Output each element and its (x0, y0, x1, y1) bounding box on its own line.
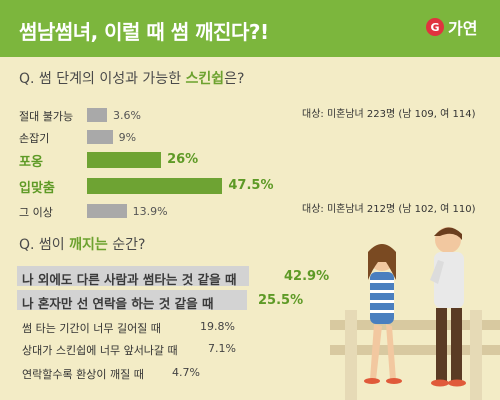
answer-value: 25.5% (258, 293, 303, 308)
question-2-highlight: 깨지는 (69, 237, 108, 253)
couple-illustration (330, 210, 500, 400)
question-1-prefix: Q. 썸 단계의 이성과 가능한 (19, 71, 186, 87)
answer-text: 나 혼자만 선 연락을 하는 것 같을 때 (22, 293, 213, 312)
answer-text: 썸 타는 기간이 너무 길어질 때 (22, 320, 161, 336)
answer-text: 나 외에도 다른 사람과 썸타는 것 같을 때 (22, 269, 236, 288)
bar-category-label: 절대 불가능 (19, 108, 73, 124)
bar (87, 204, 127, 218)
man-shoe (431, 380, 449, 387)
answer-value: 42.9% (284, 269, 329, 284)
dress-stripe (370, 310, 394, 313)
bar-category-label: 손잡기 (19, 130, 49, 146)
man-leg (451, 308, 462, 382)
man-leg (436, 308, 447, 382)
bar-value-label: 9% (119, 131, 136, 144)
fence-post (345, 310, 357, 400)
woman-shoe (364, 378, 380, 384)
bar-value-label: 13.9% (133, 205, 168, 218)
fence-post (470, 310, 482, 400)
answer-value: 19.8% (200, 320, 235, 333)
brand-name: 가연 (448, 15, 477, 39)
bar (87, 108, 107, 122)
bar (87, 130, 113, 144)
answer-text: 상대가 스킨쉽에 너무 앞서나갈 때 (22, 342, 178, 358)
woman-shoe (386, 378, 402, 384)
answer-text: 연락할수록 환상이 깨질 때 (22, 366, 144, 382)
question-1: Q. 썸 단계의 이성과 가능한 스킨쉽은? (19, 68, 244, 88)
bar-value-label: 47.5% (228, 178, 273, 193)
bar-category-label: 입맞춤 (19, 177, 55, 196)
bar (87, 152, 161, 168)
dress-stripe (370, 280, 394, 283)
question-2: Q. 썸이 깨지는 순간? (19, 234, 145, 254)
bar-category-label: 포옹 (19, 151, 43, 170)
question-2-prefix: Q. 썸이 (19, 237, 69, 253)
question-1-suffix: 은? (224, 71, 244, 87)
dress-stripe (370, 300, 394, 303)
answer-value: 7.1% (208, 342, 236, 355)
bar-value-label: 3.6% (113, 109, 141, 122)
brand: G 가연 (426, 16, 477, 38)
bar-value-label: 26% (167, 152, 198, 167)
woman-dress (370, 272, 394, 324)
question-2-suffix: 순간? (108, 237, 146, 253)
answer-value: 4.7% (172, 366, 200, 379)
brand-logo-icon: G (426, 18, 444, 36)
dress-stripe (370, 290, 394, 293)
question-1-highlight: 스킨쉽 (186, 71, 225, 87)
bar (87, 178, 222, 194)
man-shoe (448, 380, 466, 387)
sample-note-1: 대상: 미혼남녀 223명 (남 109, 여 114) (302, 105, 475, 120)
bar-category-label: 그 이상 (19, 204, 53, 220)
header-banner: 썸남썸녀, 이럴 때 썸 깨진다?! G 가연 (0, 0, 500, 57)
page-title: 썸남썸녀, 이럴 때 썸 깨진다?! (19, 16, 269, 45)
